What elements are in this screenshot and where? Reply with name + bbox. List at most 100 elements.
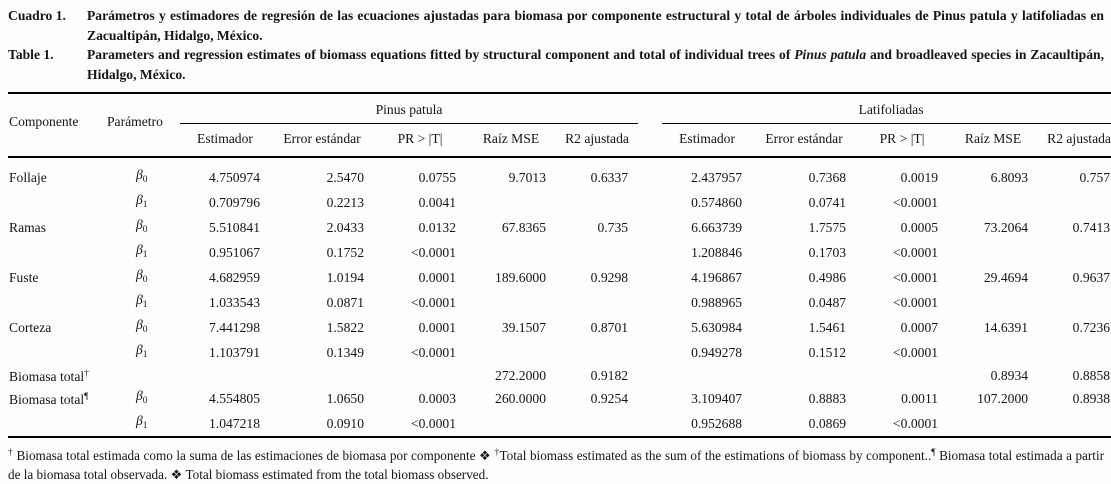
pinus-value-cell: 272.2000 [495, 368, 546, 383]
latifoliadas-value-cell: 6.8093 [990, 170, 1029, 185]
parameter-cell: β1 [136, 292, 148, 310]
latifoliadas-value-cell: <0.0001 [892, 416, 939, 431]
latifoliadas-value-cell: 0.8934 [990, 368, 1029, 383]
column-gap-cell [638, 365, 662, 386]
column-gap-cell [638, 265, 662, 290]
latifoliadas-value-cell: 0.0007 [900, 320, 939, 335]
parameter-cell: β1 [136, 413, 148, 431]
column-gap-cell [638, 411, 662, 437]
col-header-lati-error-estandar: Error estándar [752, 123, 857, 158]
latifoliadas-value-cell: 6.663739 [691, 220, 743, 235]
latifoliadas-value-cell: 5.630984 [691, 320, 743, 335]
pinus-value-cell: <0.0001 [410, 295, 456, 310]
pinus-value-cell: 1.5822 [326, 320, 364, 335]
column-gap-cell [638, 315, 662, 340]
pinus-value-cell [270, 365, 374, 386]
parameter-cell: β1 [136, 242, 148, 260]
pinus-value-cell: 1.0650 [326, 391, 364, 406]
parameter-cell: β0 [136, 388, 148, 406]
latifoliadas-value-cell: 0.757 [1079, 170, 1111, 185]
pinus-value-cell: 0.9254 [590, 391, 629, 406]
latifoliadas-value-cell [1038, 411, 1111, 437]
column-header-componente: Componente [8, 93, 106, 158]
pinus-value-cell: 1.033543 [209, 295, 260, 310]
pinus-value-cell: 0.0755 [418, 170, 456, 185]
parameter-cell: β1 [136, 192, 148, 210]
pinus-value-cell: 0.0003 [418, 391, 456, 406]
pinus-value-cell: 4.554805 [209, 391, 260, 406]
latifoliadas-value-cell: 0.9637 [1072, 270, 1111, 285]
latifoliadas-value-cell [752, 365, 856, 386]
pinus-value-cell: 1.0194 [326, 270, 364, 285]
caption-spanish: Cuadro 1. Parámetros y estimadores de reg… [8, 6, 1104, 45]
latifoliadas-value-cell [948, 340, 1038, 365]
latifoliadas-value-cell: 0.8883 [808, 391, 847, 406]
caption-english-text-before: Parameters and regression estimates of b… [87, 47, 795, 62]
latifoliadas-value-cell: <0.0001 [892, 345, 939, 360]
component-cell: Follaje [9, 170, 47, 185]
parameter-cell: β0 [136, 167, 148, 185]
latifoliadas-value-cell [948, 290, 1038, 315]
pinus-value-cell [556, 240, 638, 265]
pinus-value-cell: 0.9182 [590, 368, 629, 383]
column-header-parametro: Parámetro [106, 93, 180, 158]
latifoliadas-value-cell: <0.0001 [892, 195, 939, 210]
component-cell: Ramas [9, 220, 46, 235]
footnote-text: † Biomasa total estimada como la suma de… [8, 448, 1105, 482]
latifoliadas-value-cell: <0.0001 [892, 270, 939, 285]
table-row: Ramas β0 5.510841 2.0433 0.0132 67.8365 0.735 6… [8, 215, 1111, 240]
latifoliadas-value-cell: 0.7236 [1072, 320, 1111, 335]
latifoliadas-value-cell: 0.1703 [808, 245, 847, 260]
pinus-value-cell: 0.1349 [326, 345, 364, 360]
parameter-cell: β0 [136, 217, 148, 235]
latifoliadas-value-cell: 2.437957 [691, 170, 743, 185]
component-cell: Corteza [9, 320, 52, 335]
component-cell: Fuste [9, 270, 39, 285]
component-cell [8, 411, 106, 437]
pinus-value-cell: 0.6337 [590, 170, 629, 185]
pinus-value-cell: 39.1507 [501, 320, 546, 335]
caption-spanish-text: Parámetros y estimadores de regresión de… [87, 8, 1104, 43]
pinus-value-cell: 4.750974 [209, 170, 260, 185]
latifoliadas-value-cell: 0.7413 [1072, 220, 1111, 235]
component-cell [8, 240, 106, 265]
pinus-value-cell: 2.0433 [326, 220, 364, 235]
pinus-value-cell [556, 340, 638, 365]
latifoliadas-value-cell [662, 365, 752, 386]
latifoliadas-value-cell: 0.0011 [901, 391, 939, 406]
pinus-value-cell: 0.0001 [418, 270, 456, 285]
pinus-value-cell [466, 290, 556, 315]
latifoliadas-value-cell: 0.952688 [691, 416, 743, 431]
latifoliadas-value-cell: 0.0019 [900, 170, 939, 185]
pinus-value-cell [556, 290, 638, 315]
group-header-row: Componente Parámetro Pinus patula Latifo… [8, 93, 1111, 158]
col-header-lati-r2-ajustada: R2 ajustada [1038, 123, 1111, 158]
pinus-value-cell: 0.0041 [418, 195, 456, 210]
latifoliadas-value-cell: 0.7368 [808, 170, 847, 185]
table-row: Follaje β0 4.750974 2.5470 0.0755 9.7013 0.633… [8, 157, 1111, 190]
latifoliadas-value-cell: 0.0005 [900, 220, 939, 235]
latifoliadas-value-cell: 1.208846 [691, 245, 743, 260]
table-row: β1 1.033543 0.0871 <0.0001 0.988965 0.0487 <0.… [8, 290, 1111, 315]
latifoliadas-value-cell: 0.8938 [1072, 391, 1111, 406]
col-header-pinus-error-estandar: Error estándar [270, 123, 374, 158]
col-header-pinus-pr-t: PR > |T| [374, 123, 466, 158]
caption-spanish-label: Cuadro 1. [8, 8, 66, 23]
latifoliadas-value-cell: 0.8858 [1072, 368, 1111, 383]
pinus-value-cell: 0.0001 [418, 320, 456, 335]
pinus-value-cell: 4.682959 [209, 270, 260, 285]
caption-english-text-after: and broadleaved species in Zacaultipán, … [87, 47, 1104, 82]
sub-header-row: Estimador Error estándar PR > |T| Raíz M… [8, 123, 1111, 158]
pinus-value-cell: 0.735 [597, 220, 629, 235]
pinus-value-cell: <0.0001 [410, 245, 456, 260]
latifoliadas-value-cell: 107.2000 [977, 391, 1029, 406]
column-gap-cell [638, 215, 662, 240]
group-header-latifoliadas: Latifoliadas [662, 93, 1111, 124]
col-header-lati-estimador: Estimador [662, 123, 753, 158]
pinus-value-cell [180, 365, 270, 386]
latifoliadas-value-cell: 73.2064 [983, 220, 1029, 235]
table-row: β1 0.951067 0.1752 <0.0001 1.208846 0.1703 <0.… [8, 240, 1111, 265]
pinus-value-cell: 7.441298 [209, 320, 260, 335]
component-cell [8, 340, 106, 365]
latifoliadas-value-cell: 4.196867 [691, 270, 743, 285]
